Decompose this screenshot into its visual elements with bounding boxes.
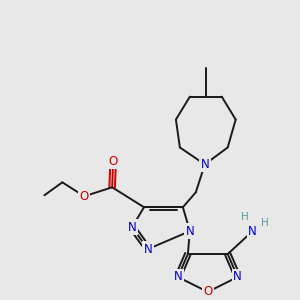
Text: N: N bbox=[248, 225, 257, 238]
Text: N: N bbox=[144, 243, 152, 256]
Text: H: H bbox=[261, 218, 268, 228]
Text: O: O bbox=[109, 155, 118, 168]
Text: H: H bbox=[241, 212, 248, 222]
Text: O: O bbox=[203, 285, 212, 298]
Text: O: O bbox=[80, 190, 89, 203]
Text: N: N bbox=[128, 221, 136, 234]
Text: N: N bbox=[185, 225, 194, 238]
Text: N: N bbox=[173, 271, 182, 284]
Text: N: N bbox=[233, 271, 242, 284]
Text: N: N bbox=[200, 158, 209, 171]
